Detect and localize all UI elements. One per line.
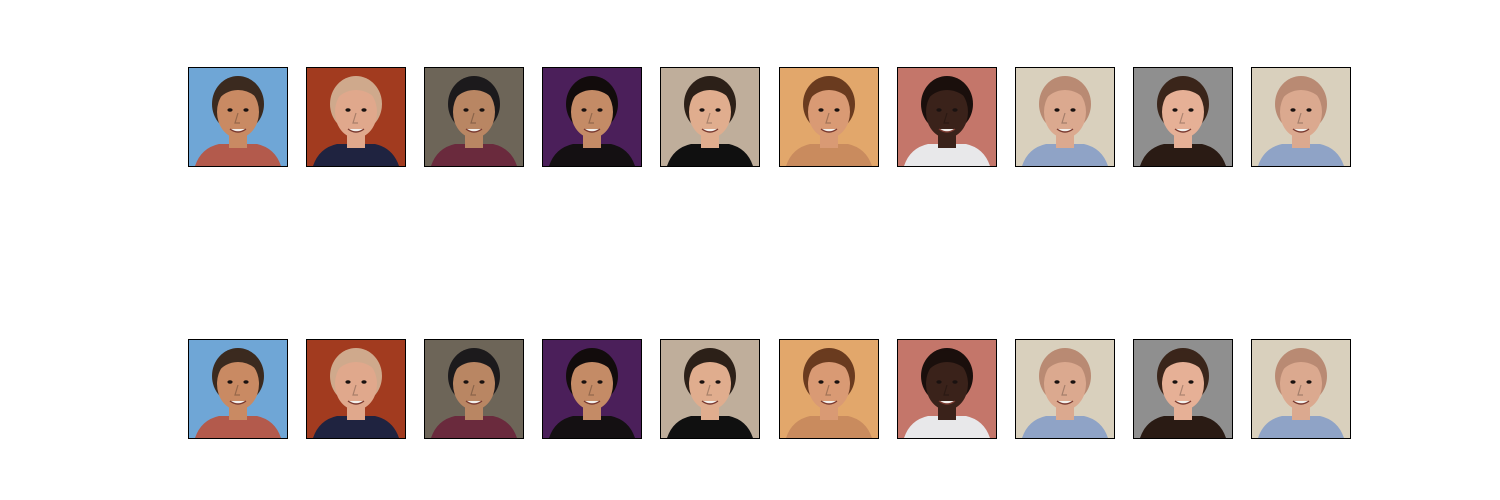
face-image-tile (424, 339, 524, 439)
face-image-tile (897, 339, 997, 439)
face-photo (1016, 68, 1114, 166)
face-photo (780, 340, 878, 438)
top-row (0, 67, 1500, 167)
face-photo (1134, 68, 1232, 166)
face-image-tile (1251, 67, 1351, 167)
bottom-row (0, 339, 1500, 439)
face-image-tile (897, 67, 997, 167)
face-image-tile (660, 339, 760, 439)
face-image-tile (188, 339, 288, 439)
face-photo (543, 340, 641, 438)
face-image-tile (660, 67, 760, 167)
face-photo (898, 68, 996, 166)
face-image-tile (1251, 339, 1351, 439)
face-photo (425, 340, 523, 438)
face-photo (307, 68, 405, 166)
face-photo (1252, 68, 1350, 166)
face-photo (1252, 340, 1350, 438)
face-image-tile (188, 67, 288, 167)
face-photo (780, 68, 878, 166)
face-photo (425, 68, 523, 166)
face-photo (307, 340, 405, 438)
face-image-tile (779, 339, 879, 439)
face-image-tile (1015, 339, 1115, 439)
face-image-tile (306, 339, 406, 439)
face-photo (1134, 340, 1232, 438)
face-photo (1016, 340, 1114, 438)
face-photo (543, 68, 641, 166)
face-image-tile (1015, 67, 1115, 167)
face-photo (189, 68, 287, 166)
face-image-tile (424, 67, 524, 167)
face-image-tile (306, 67, 406, 167)
face-image-tile (779, 67, 879, 167)
face-image-tile (542, 339, 642, 439)
face-photo (661, 340, 759, 438)
face-photo (661, 68, 759, 166)
face-image-tile (1133, 67, 1233, 167)
face-image-tile (542, 67, 642, 167)
face-photo (898, 340, 996, 438)
face-photo (189, 340, 287, 438)
face-image-tile (1133, 339, 1233, 439)
